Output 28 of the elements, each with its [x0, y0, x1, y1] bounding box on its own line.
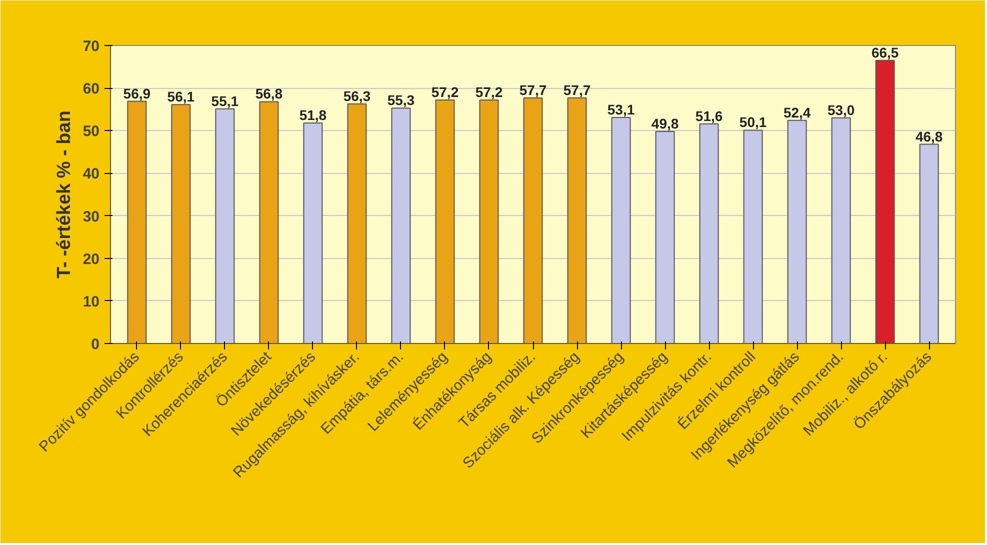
data-label: 53,1	[607, 101, 635, 118]
data-label: 51,8	[299, 106, 327, 123]
data-label: 57,2	[475, 84, 503, 100]
data-label: 49,8	[651, 115, 679, 132]
y-tick-label: 0	[91, 336, 100, 353]
y-tick-label: 70	[82, 38, 100, 55]
data-label: 66,5	[871, 44, 899, 60]
data-label: 57,2	[431, 84, 459, 100]
data-label: 51,6	[695, 108, 723, 124]
data-label: 57,7	[519, 82, 547, 98]
data-label: 52,4	[783, 104, 811, 120]
data-label: 55,3	[387, 92, 415, 108]
data-label: 55,1	[211, 92, 239, 109]
y-tick-label: 60	[82, 80, 100, 98]
y-axis-title: T- -értékek % - ban	[54, 110, 75, 278]
y-tick-label: 20	[82, 250, 100, 268]
data-label: 50,1	[739, 114, 767, 130]
y-tick-label: 10	[82, 293, 100, 310]
data-label: 56,1	[167, 88, 195, 105]
y-tick-label: 40	[82, 166, 100, 183]
data-label: 53,0	[827, 102, 855, 118]
data-label: 46,8	[915, 128, 943, 144]
data-label: 56,8	[255, 86, 283, 102]
y-tick-label: 30	[82, 208, 100, 226]
data-label: 57,7	[563, 82, 591, 98]
data-label: 56,3	[343, 88, 371, 104]
y-tick-label: 50	[82, 123, 100, 140]
data-label: 56,9	[123, 85, 151, 102]
